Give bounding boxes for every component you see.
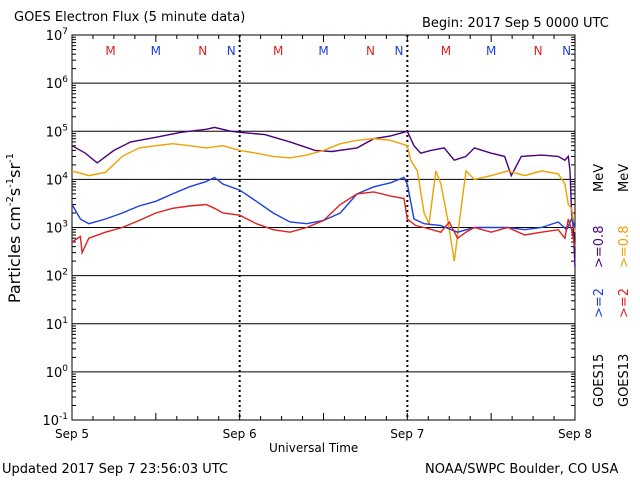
y-tick-label: 106	[46, 75, 69, 92]
local-time-marker: N	[198, 44, 207, 58]
series-line	[71, 176, 576, 233]
y-tick-label: 102	[46, 268, 68, 285]
local-time-marker: N	[394, 44, 403, 58]
x-tick-label: Sep 5	[55, 427, 89, 441]
legend-goes13-satellite: GOES13	[617, 354, 632, 407]
series-line	[71, 126, 576, 268]
local-time-marker: N	[366, 44, 375, 58]
legend-goes13-unit: MeV	[617, 164, 632, 192]
local-time-marker: N	[227, 44, 236, 58]
local-time-marker: N	[562, 44, 571, 58]
y-tick-label: 107	[46, 27, 68, 44]
legend-goes15-low-energy: >=2	[592, 288, 607, 318]
series-line	[71, 137, 576, 262]
local-time-marker: M	[273, 44, 283, 58]
series-line	[71, 191, 576, 256]
y-tick-label: 104	[46, 171, 69, 188]
local-time-marker: M	[151, 44, 161, 58]
local-time-marker: M	[441, 44, 451, 58]
local-time-marker: M	[105, 44, 115, 58]
x-tick-label: Sep 8	[558, 427, 592, 441]
y-tick-label: 105	[46, 123, 68, 140]
y-tick-label: 103	[46, 220, 68, 237]
y-axis-label: Particles cm-2s-1sr-1	[5, 153, 24, 303]
credit: NOAA/SWPC Boulder, CO USA	[425, 462, 619, 477]
y-tick-label: 10-1	[42, 412, 68, 429]
legend-goes15-unit: MeV	[592, 164, 607, 192]
x-axis-label: Universal Time	[269, 441, 359, 455]
local-time-marker: M	[486, 44, 496, 58]
legend-goes13-low-energy: >=2	[617, 288, 632, 318]
y-tick-label: 100	[46, 364, 69, 381]
x-tick-label: Sep 6	[223, 427, 257, 441]
legend-goes15-high-energy: >=0.8	[592, 226, 607, 268]
legend-goes15-satellite: GOES15	[592, 354, 607, 407]
x-tick-label: Sep 7	[390, 427, 424, 441]
local-time-marker: N	[534, 44, 543, 58]
updated-timestamp: Updated 2017 Sep 7 23:56:03 UTC	[2, 462, 229, 477]
local-time-marker: M	[318, 44, 328, 58]
begin-time: Begin: 2017 Sep 5 0000 UTC	[422, 16, 609, 31]
legend-goes13-high-energy: >=0.8	[617, 226, 632, 268]
chart-title: GOES Electron Flux (5 minute data)	[14, 10, 246, 25]
y-tick-label: 101	[46, 316, 68, 333]
